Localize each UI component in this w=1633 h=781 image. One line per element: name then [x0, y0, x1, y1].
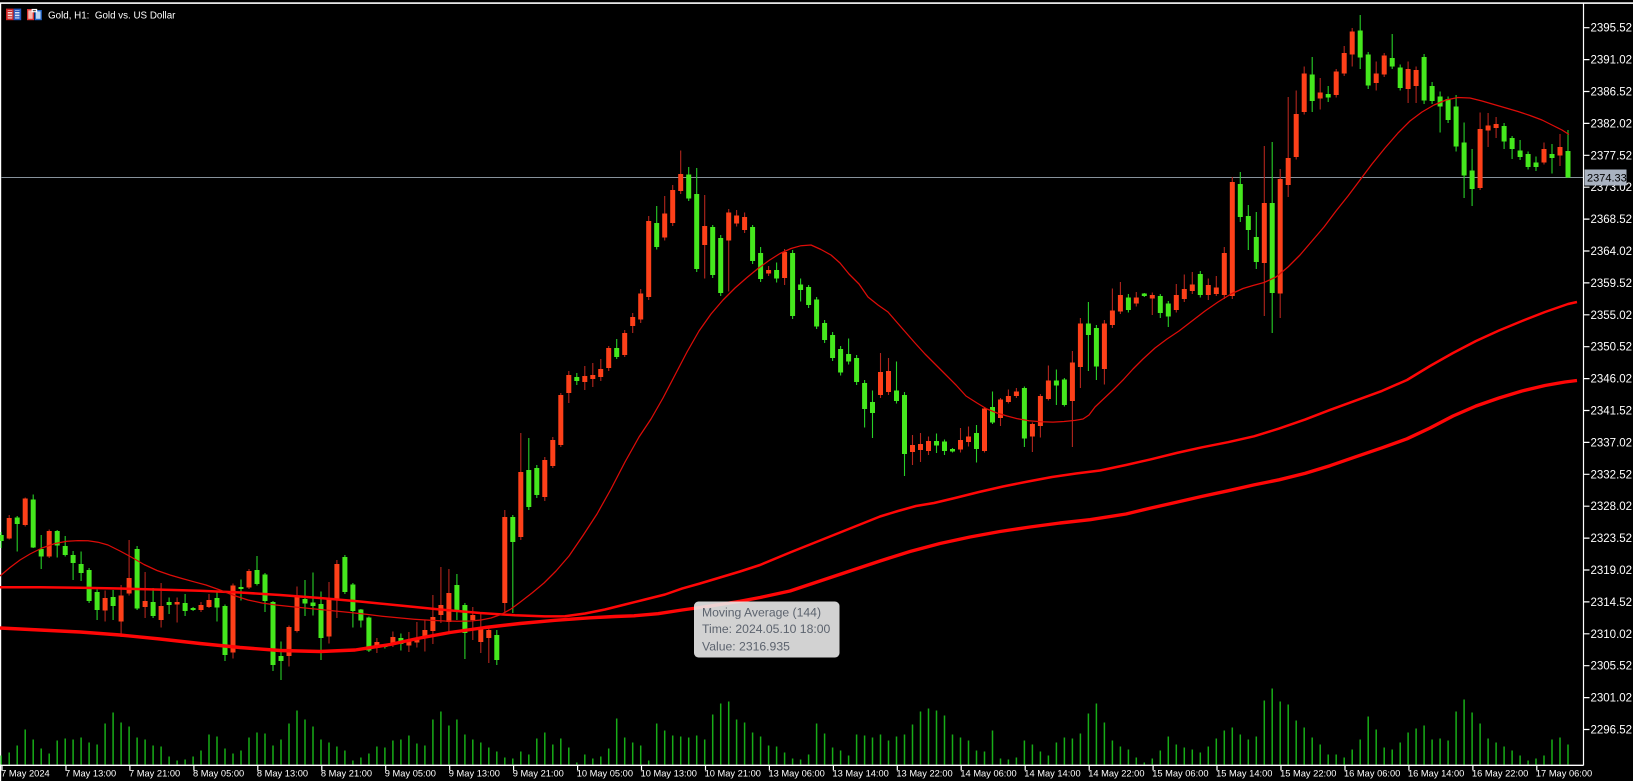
svg-text:9 May 21:00: 9 May 21:00 — [513, 769, 564, 779]
svg-text:Gold, H1: Gold vs. US Dollar: Gold, H1: Gold vs. US Dollar — [48, 10, 176, 21]
svg-text:15 May 22:00: 15 May 22:00 — [1280, 769, 1336, 779]
svg-text:2368.52: 2368.52 — [1591, 214, 1633, 226]
svg-text:2314.52: 2314.52 — [1591, 597, 1633, 609]
svg-text:14 May 14:00: 14 May 14:00 — [1024, 769, 1080, 779]
svg-text:2355.02: 2355.02 — [1591, 310, 1633, 322]
svg-text:10 May 13:00: 10 May 13:00 — [641, 769, 697, 779]
svg-text:2395.52: 2395.52 — [1591, 23, 1633, 35]
svg-text:Value: 2316.935: Value: 2316.935 — [702, 639, 790, 653]
svg-text:17 May 06:00: 17 May 06:00 — [1536, 769, 1592, 779]
svg-text:2319.02: 2319.02 — [1591, 565, 1633, 577]
svg-text:2328.02: 2328.02 — [1591, 501, 1633, 513]
svg-text:16 May 14:00: 16 May 14:00 — [1408, 769, 1464, 779]
svg-text:2359.52: 2359.52 — [1591, 278, 1633, 290]
svg-text:2386.52: 2386.52 — [1591, 87, 1633, 99]
svg-text:16 May 22:00: 16 May 22:00 — [1472, 769, 1528, 779]
svg-text:2332.52: 2332.52 — [1591, 469, 1633, 481]
svg-text:7 May 21:00: 7 May 21:00 — [129, 769, 180, 779]
svg-text:2377.52: 2377.52 — [1591, 150, 1633, 162]
svg-text:2341.52: 2341.52 — [1591, 406, 1633, 418]
svg-text:2296.52: 2296.52 — [1591, 725, 1633, 737]
svg-text:16 May 06:00: 16 May 06:00 — [1344, 769, 1400, 779]
svg-text:13 May 22:00: 13 May 22:00 — [896, 769, 952, 779]
svg-text:2310.02: 2310.02 — [1591, 629, 1633, 641]
svg-text:8 May 05:00: 8 May 05:00 — [193, 769, 244, 779]
svg-text:10 May 05:00: 10 May 05:00 — [577, 769, 633, 779]
svg-text:9 May 05:00: 9 May 05:00 — [385, 769, 436, 779]
svg-text:2382.02: 2382.02 — [1591, 118, 1633, 130]
svg-text:2301.02: 2301.02 — [1591, 693, 1633, 705]
svg-text:7 May 2024: 7 May 2024 — [1, 769, 50, 779]
svg-text:2391.02: 2391.02 — [1591, 55, 1633, 67]
svg-text:2350.52: 2350.52 — [1591, 342, 1633, 354]
svg-text:8 May 13:00: 8 May 13:00 — [257, 769, 308, 779]
svg-text:10 May 21:00: 10 May 21:00 — [705, 769, 761, 779]
svg-text:2374.33: 2374.33 — [1587, 172, 1627, 184]
svg-text:2305.52: 2305.52 — [1591, 661, 1633, 673]
svg-text:7 May 13:00: 7 May 13:00 — [65, 769, 116, 779]
svg-text:Moving Average (144): Moving Average (144) — [702, 606, 821, 620]
svg-text:13 May 14:00: 13 May 14:00 — [833, 769, 889, 779]
svg-text:Time: 2024.05.10 18:00: Time: 2024.05.10 18:00 — [702, 622, 831, 636]
svg-text:9 May 13:00: 9 May 13:00 — [449, 769, 500, 779]
svg-text:15 May 14:00: 15 May 14:00 — [1216, 769, 1272, 779]
svg-text:14 May 06:00: 14 May 06:00 — [960, 769, 1016, 779]
svg-text:13 May 06:00: 13 May 06:00 — [769, 769, 825, 779]
svg-text:15 May 06:00: 15 May 06:00 — [1152, 769, 1208, 779]
svg-text:2346.02: 2346.02 — [1591, 374, 1633, 386]
svg-text:14 May 22:00: 14 May 22:00 — [1088, 769, 1144, 779]
svg-text:2337.02: 2337.02 — [1591, 437, 1633, 449]
svg-text:8 May 21:00: 8 May 21:00 — [321, 769, 372, 779]
svg-text:2323.52: 2323.52 — [1591, 533, 1633, 545]
svg-text:2364.02: 2364.02 — [1591, 246, 1633, 258]
